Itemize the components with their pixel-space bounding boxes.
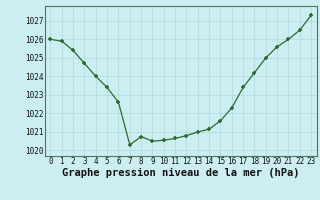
X-axis label: Graphe pression niveau de la mer (hPa): Graphe pression niveau de la mer (hPa) [62, 168, 300, 178]
